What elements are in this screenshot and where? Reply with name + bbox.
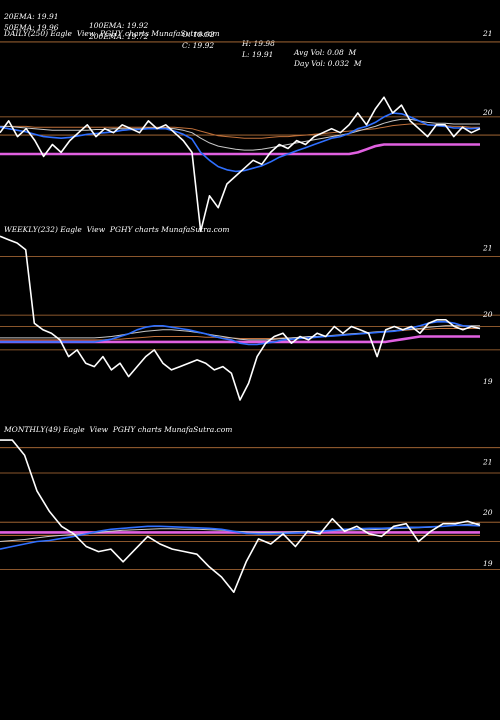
weekly-panel-label: WEEKLY(232) Eagle View PGHY charts Munaf… [4,225,230,234]
ema200-readout: 200EMA: 19.72 [89,32,149,41]
monthly-panel-label: MONTHLY(49) Eagle View PGHY charts Munaf… [4,425,233,434]
ema50-readout: 50EMA: 19.96 [4,23,59,32]
ema100-readout: 100EMA: 19.92 [89,21,149,30]
weekly-y-tick-label: 20 [482,310,493,319]
daily-ema200-line [0,143,480,156]
daily-ema20-line [0,112,481,173]
header-row-2: 50EMA: 19.96 200EMA: 19.72 C: 19.92 L: 1… [4,14,362,68]
daily-panel-label: DAILY(250) Eagle View PGHY charts Munafa… [4,29,220,38]
low-readout: L: 19.91 [242,50,274,59]
weekly-y-tick-label: 21 [482,243,493,252]
monthly-y-tick-label: 20 [482,508,493,517]
day-volume-readout: Day Vol: 0.032 M [294,59,362,68]
daily-ema100-line [0,123,480,139]
monthly-y-tick-label: 19 [483,559,493,568]
monthly-y-tick-label: 21 [482,457,493,466]
ema20-readout: 20EMA: 19.91 [4,12,59,21]
monthly-ema20-line [0,524,481,550]
weekly-ema20-line [0,320,481,346]
daily-y-tick-label: 21 [482,29,493,38]
monthly-price-line [0,439,481,594]
weekly-y-tick-label: 19 [483,377,493,386]
daily-ema50-line [0,118,480,151]
avg-volume-readout: Avg Vol: 0.08 M [294,48,357,57]
high-readout: H: 19.98 [242,39,275,48]
weekly-price-line [0,235,481,401]
open-readout: O: 19.92 [182,30,215,39]
header-row-1: 20EMA: 19.91 100EMA: 19.92 O: 19.92 H: 1… [4,3,356,57]
daily-y-tick-label: 20 [482,108,493,117]
daily-price-line [0,96,481,233]
close-readout: C: 19.92 [182,41,215,50]
